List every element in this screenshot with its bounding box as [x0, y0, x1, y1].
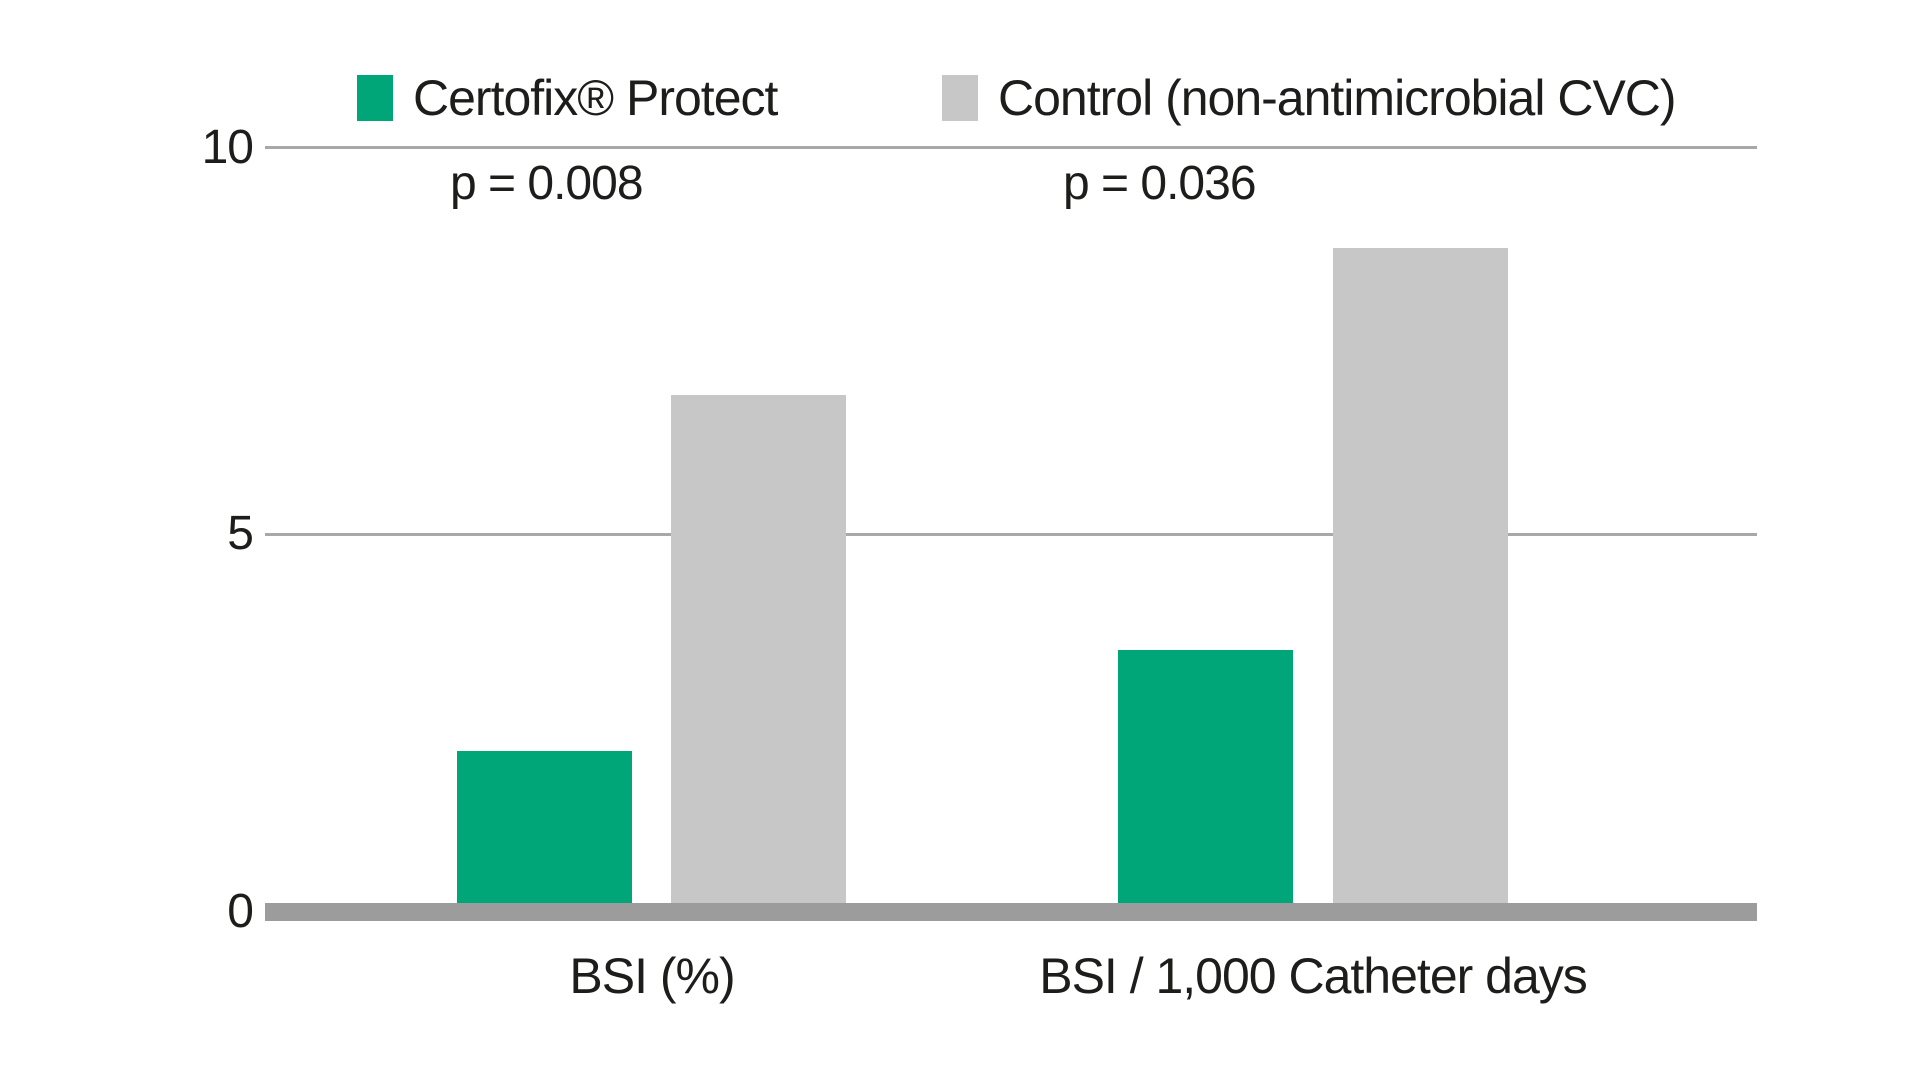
- legend-item-certofix: Certofix® Protect: [357, 70, 778, 126]
- gridline-10: [265, 146, 1757, 149]
- legend-swatch-certofix: [357, 75, 393, 121]
- y-tick-5: 5: [227, 507, 254, 560]
- category-label-bsi-cathdays: BSI / 1,000 Catheter days: [1039, 948, 1588, 1004]
- legend-label-control: Control (non-antimicrobial CVC): [998, 70, 1677, 126]
- legend-item-control: Control (non-antimicrobial CVC): [942, 70, 1677, 126]
- y-tick-10: 10: [201, 121, 254, 174]
- legend-swatch-control: [942, 75, 978, 121]
- gridline-5: [265, 533, 1757, 536]
- category-label-bsi-pct: BSI (%): [569, 948, 735, 1004]
- p-value-bsi-cathdays: p = 0.036: [1063, 157, 1257, 210]
- legend-label-certofix: Certofix® Protect: [413, 70, 778, 126]
- bar-control-bsi-pct: [671, 395, 846, 921]
- p-value-bsi-pct: p = 0.008: [450, 157, 644, 210]
- bar-certofix-cathdays: [1118, 650, 1293, 921]
- bar-control-cathdays: [1333, 248, 1508, 921]
- y-tick-0: 0: [227, 885, 254, 938]
- x-axis-baseline: [265, 903, 1757, 921]
- bar-certofix-bsi-pct: [457, 751, 632, 921]
